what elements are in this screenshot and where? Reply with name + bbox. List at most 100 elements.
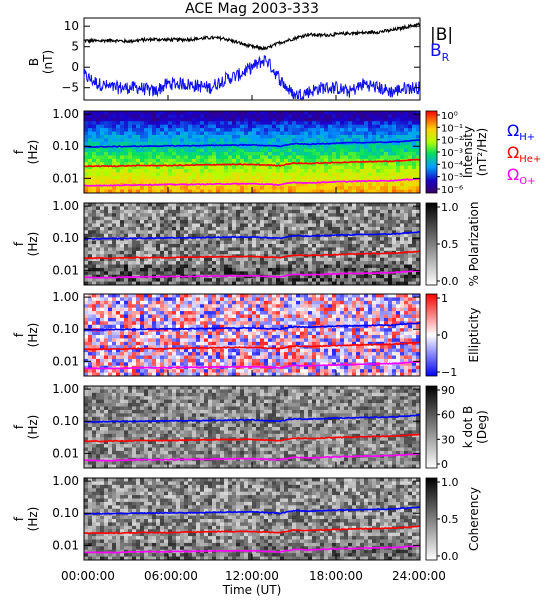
polarization-cell	[336, 220, 341, 224]
polarization-cell	[196, 206, 201, 211]
ellipticity-cell	[148, 304, 153, 309]
b-ylabel-unit: (nT)	[41, 50, 55, 74]
polarization-cell	[124, 230, 129, 235]
polarization-cell	[232, 257, 237, 262]
polarization-cell	[208, 240, 213, 245]
intensity-cell	[236, 141, 241, 146]
polarization-cell	[356, 244, 361, 248]
polarization-cell	[316, 213, 321, 218]
ellipticity-cell	[260, 294, 265, 298]
ellipticity-cell	[92, 300, 97, 305]
intensity-cell	[168, 128, 173, 132]
intensity-cell	[96, 131, 101, 136]
intensity-cell	[300, 172, 305, 177]
intensity-cell	[404, 117, 409, 122]
polarization-cell	[212, 223, 217, 228]
ellipticity-cell	[152, 328, 157, 332]
intensity-cell	[364, 172, 369, 177]
intensity-cell	[296, 155, 301, 160]
intensity-cell	[396, 148, 401, 153]
polarization-cell	[84, 226, 89, 231]
intensity-cell	[220, 186, 225, 190]
intensity-cell	[392, 152, 397, 156]
intensity-cell	[244, 169, 249, 173]
polarization-cell	[272, 209, 277, 214]
polarization-cell	[144, 206, 149, 211]
intensity-cell	[288, 172, 293, 177]
intensity-cell	[176, 134, 181, 139]
polarization-cell	[380, 254, 385, 259]
ellipticity-cell	[400, 297, 405, 302]
polarization-cell	[384, 223, 389, 228]
intensity-cell	[336, 155, 341, 160]
polarization-cell	[240, 216, 245, 221]
intensity-cell	[396, 117, 401, 122]
polarization-cell	[296, 230, 301, 235]
intensity-cell	[88, 152, 93, 156]
intensity-cell	[304, 111, 309, 115]
intensity-cell	[348, 114, 353, 119]
polarization-cell	[252, 281, 257, 286]
intensity-cell	[316, 165, 321, 170]
polarization-cell	[180, 216, 185, 221]
ellipticity-cell	[172, 297, 177, 302]
polarization-cell	[252, 209, 257, 214]
polarization-cell	[328, 226, 333, 231]
intensity-cell	[392, 162, 397, 167]
intensity-cell	[96, 162, 101, 167]
intensity-cell	[392, 169, 397, 173]
ellipticity-cell	[172, 307, 177, 312]
intensity-cell	[324, 134, 329, 139]
ellipticity-cell	[168, 300, 173, 305]
ellipticity-cell	[304, 317, 309, 322]
intensity-cell	[324, 169, 329, 173]
intensity-cell	[144, 152, 149, 156]
intensity-cell	[220, 179, 225, 184]
intensity-cell	[96, 158, 101, 163]
polarization-cell	[152, 281, 157, 286]
intensity-cell	[220, 111, 225, 115]
intensity-cell	[260, 121, 265, 126]
polarization-cell	[184, 213, 189, 218]
intensity-cell	[312, 134, 317, 139]
intensity-cell	[400, 128, 405, 132]
intensity-cell	[308, 189, 313, 194]
polarization-cell	[296, 216, 301, 221]
polarization-cell	[356, 223, 361, 228]
intensity-cell	[208, 179, 213, 184]
polarization-cell	[88, 250, 93, 255]
ellipticity-cell	[416, 314, 421, 319]
intensity-cell	[300, 175, 305, 180]
intensity-cell	[92, 114, 97, 119]
polarization-cell	[272, 254, 277, 259]
polarization-cell	[304, 244, 309, 248]
intensity-cell	[184, 138, 189, 143]
polarization-cell	[96, 213, 101, 218]
polarization-cell	[292, 250, 297, 255]
intensity-cell	[124, 148, 129, 153]
intensity-cell	[184, 172, 189, 177]
polarization-cell	[372, 216, 377, 221]
ellipticity-cell	[116, 317, 121, 322]
polarization-cell	[216, 220, 221, 224]
polarization-cell	[236, 244, 241, 248]
polarization-cell	[116, 264, 121, 269]
ellipticity-cell	[104, 317, 109, 322]
polarization-cell	[372, 209, 377, 214]
ellipticity-cell	[404, 317, 409, 322]
intensity-cell	[364, 169, 369, 173]
intensity-cell	[360, 111, 365, 115]
intensity-cell	[204, 155, 209, 160]
ellipticity-cell	[104, 304, 109, 309]
ellipticity-cell	[244, 297, 249, 302]
polarization-cell	[400, 223, 405, 228]
intensity-cell	[204, 165, 209, 170]
ellipticity-cell	[176, 314, 181, 319]
intensity-cell	[116, 155, 121, 160]
ellipticity-cell	[132, 328, 137, 332]
polarization-cell	[312, 240, 317, 245]
intensity-cell	[204, 158, 209, 163]
intensity-cell	[284, 141, 289, 146]
intensity-cell	[268, 158, 273, 163]
intensity-cell	[360, 182, 365, 187]
